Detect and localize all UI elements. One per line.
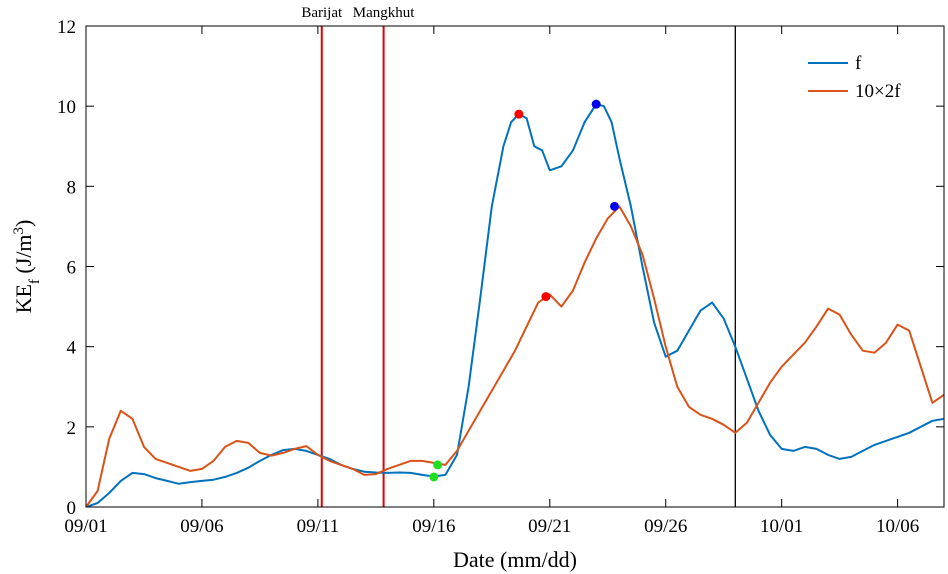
axes-box xyxy=(85,25,945,508)
event-label-2: Mangkhut xyxy=(353,5,415,21)
series-line-2 xyxy=(86,205,944,507)
y-label-superscript: 3 xyxy=(11,227,27,235)
marker-point-4 xyxy=(541,292,551,302)
y-tick-label-1: 0 xyxy=(67,498,77,519)
x-tick-label-3: 09/11 xyxy=(297,516,340,537)
y-label-subscript: f xyxy=(27,279,43,284)
y-tick-label-4: 6 xyxy=(67,258,77,279)
marker-point-2 xyxy=(433,460,443,470)
x-tick-label-2: 09/06 xyxy=(180,516,223,537)
event-lines xyxy=(320,26,736,507)
x-tick-label-6: 09/26 xyxy=(644,516,687,537)
y-label-base: KE xyxy=(11,284,36,313)
x-tick-label-4: 09/16 xyxy=(412,516,455,537)
x-axis-label: Date (mm/dd) xyxy=(453,547,577,572)
y-tick-label-5: 8 xyxy=(67,177,77,198)
y-axis-label: KEf (J/m3) xyxy=(11,220,43,314)
series-line-1 xyxy=(86,103,944,507)
y-tick-label-7: 12 xyxy=(57,17,76,38)
marker-layer xyxy=(429,99,620,482)
series-layer xyxy=(86,103,944,507)
y-tick-label-2: 2 xyxy=(67,418,77,439)
x-tick-label-7: 10/01 xyxy=(760,516,803,537)
legend-label-2: 10×2f xyxy=(855,81,901,102)
marker-point-3 xyxy=(514,109,524,119)
axis-ticks: 09/01 09/06 09/11 09/16 09/21 09/26 10/01 10/06… xyxy=(57,17,944,537)
event-label-1: Barijat xyxy=(301,5,343,21)
marker-point-6 xyxy=(610,201,620,211)
legend-label-1: f xyxy=(855,53,862,74)
event-labels: Barijat Mangkhut xyxy=(301,5,415,21)
x-tick-label-5: 09/21 xyxy=(528,516,571,537)
y-label-unit: (J/m xyxy=(11,234,36,279)
legend: f 10×2f xyxy=(808,53,901,102)
y-label-unit-close: ) xyxy=(11,220,36,227)
marker-point-5 xyxy=(591,99,601,109)
y-tick-label-3: 4 xyxy=(67,338,77,359)
x-tick-label-8: 10/06 xyxy=(876,516,919,537)
y-tick-label-6: 10 xyxy=(57,97,76,118)
x-tick-label-1: 09/01 xyxy=(64,516,107,537)
marker-point-1 xyxy=(429,472,439,482)
